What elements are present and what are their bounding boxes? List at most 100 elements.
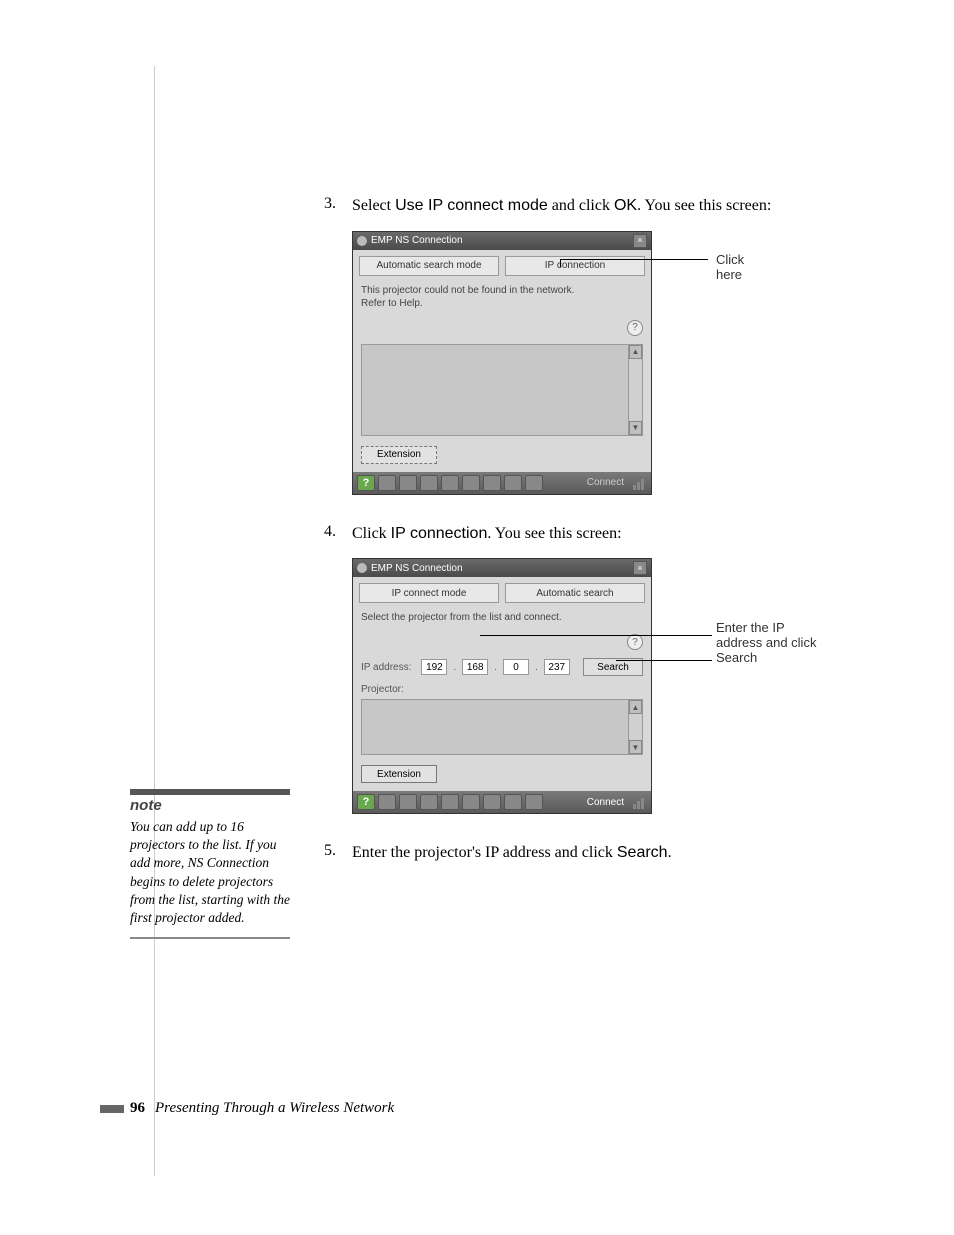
- t: . You see this screen:: [637, 197, 771, 214]
- toolbar-icon[interactable]: [378, 794, 396, 810]
- scroll-up-icon[interactable]: ▲: [629, 700, 642, 714]
- toolbar-icon[interactable]: [441, 794, 459, 810]
- ip-connection-label: IP connection: [391, 525, 488, 542]
- titlebar: EMP NS Connection ×: [353, 232, 651, 250]
- toolbar-icon[interactable]: [399, 794, 417, 810]
- extension-button[interactable]: Extension: [361, 446, 437, 464]
- toolbar-icon[interactable]: [483, 794, 501, 810]
- tab-ip-connect-mode[interactable]: IP connect mode: [359, 583, 499, 603]
- toolbar-icon[interactable]: [378, 475, 396, 491]
- bottom-toolbar: ? Connect: [353, 791, 651, 813]
- note-rule-bottom: [130, 937, 290, 939]
- page-footer: 96 Presenting Through a Wireless Network: [100, 1100, 860, 1117]
- dot: .: [494, 662, 497, 673]
- ip-address-label: IP address:: [361, 662, 411, 673]
- app-icon: [357, 563, 367, 573]
- projector-label: Projector:: [361, 684, 643, 695]
- t: and click: [548, 197, 614, 214]
- dot: .: [535, 662, 538, 673]
- scroll-up-icon[interactable]: ▲: [629, 345, 642, 359]
- toolbar-help-icon[interactable]: ?: [357, 794, 375, 810]
- projector-listbox[interactable]: ▲ ▼: [361, 699, 643, 755]
- toolbar-icon[interactable]: [525, 794, 543, 810]
- ip-octet-4[interactable]: 237: [544, 659, 570, 675]
- callout-line: [616, 660, 712, 661]
- scrollbar[interactable]: ▲ ▼: [628, 700, 642, 754]
- toolbar-icon[interactable]: [462, 475, 480, 491]
- connect-label: Connect: [587, 797, 630, 808]
- help-icon[interactable]: ?: [627, 320, 643, 336]
- signal-icon: [633, 795, 647, 809]
- window-title: EMP NS Connection: [371, 235, 463, 246]
- screenshot-1-wrap: EMP NS Connection × Automatic search mod…: [352, 231, 864, 495]
- scrollbar[interactable]: ▲ ▼: [628, 345, 642, 435]
- callout-text: Click here: [716, 252, 744, 282]
- toolbar-pause-icon[interactable]: [420, 794, 438, 810]
- step-text: Select Use IP connect mode and click OK.…: [352, 195, 864, 217]
- close-icon[interactable]: ×: [633, 234, 647, 248]
- footer-bar-icon: [100, 1105, 124, 1113]
- callout-line: [560, 259, 708, 260]
- ip-octet-3[interactable]: 0: [503, 659, 529, 675]
- connect-label: Connect: [587, 477, 630, 488]
- toolbar-icon[interactable]: [483, 475, 501, 491]
- callout-text: Search: [716, 650, 836, 665]
- note-sidebar: note You can add up to 16 projectors to …: [130, 789, 290, 939]
- info-line-1: This projector could not be found in the…: [361, 284, 643, 297]
- t: Select: [352, 197, 395, 214]
- chapter-title: Presenting Through a Wireless Network: [155, 1100, 394, 1117]
- step-3: 3. Select Use IP connect mode and click …: [324, 195, 864, 217]
- t: . You see this screen:: [487, 525, 621, 542]
- extension-button[interactable]: Extension: [361, 765, 437, 783]
- vertical-rule: [154, 66, 155, 1176]
- step-text: Enter the projector's IP address and cli…: [352, 842, 864, 864]
- scroll-down-icon[interactable]: ▼: [629, 421, 642, 435]
- note-body: You can add up to 16 projectors to the l…: [130, 818, 290, 927]
- scroll-track[interactable]: [629, 359, 642, 421]
- empns-window-2: EMP NS Connection × IP connect mode Auto…: [352, 558, 652, 814]
- help-row: ?: [361, 320, 643, 336]
- tab-automatic-search[interactable]: Automatic search mode: [359, 256, 499, 276]
- dot: .: [453, 662, 456, 673]
- info-line-2: Refer to Help.: [361, 297, 643, 310]
- toolbar-pause-icon[interactable]: [420, 475, 438, 491]
- close-icon[interactable]: ×: [633, 561, 647, 575]
- ip-octet-1[interactable]: 192: [421, 659, 447, 675]
- scroll-down-icon[interactable]: ▼: [629, 740, 642, 754]
- ip-octet-2[interactable]: 168: [462, 659, 488, 675]
- callout-line: [480, 635, 712, 636]
- step-4: 4. Click IP connection. You see this scr…: [324, 523, 864, 545]
- screenshot-2-wrap: EMP NS Connection × IP connect mode Auto…: [352, 558, 864, 814]
- select-text: Select the projector from the list and c…: [361, 611, 643, 624]
- toolbar-icon[interactable]: [462, 794, 480, 810]
- scroll-track[interactable]: [629, 714, 642, 740]
- window-title: EMP NS Connection: [371, 563, 463, 574]
- help-icon[interactable]: ?: [627, 634, 643, 650]
- tabs: Automatic search mode IP connection: [353, 250, 651, 276]
- step-number: 4.: [324, 523, 352, 545]
- toolbar-icon[interactable]: [504, 475, 522, 491]
- help-row: ?: [361, 634, 643, 650]
- toolbar-help-icon[interactable]: ?: [357, 475, 375, 491]
- toolbar-icon[interactable]: [441, 475, 459, 491]
- toolbar-icon[interactable]: [399, 475, 417, 491]
- t: Click: [352, 525, 391, 542]
- note-rule-top: [130, 789, 290, 795]
- callout-text-block: Enter the IP address and click Search: [716, 620, 836, 665]
- window-body: This projector could not be found in the…: [353, 276, 651, 472]
- toolbar-icon[interactable]: [525, 475, 543, 491]
- main-content: 3. Select Use IP connect mode and click …: [324, 195, 864, 878]
- page-number: 96: [130, 1100, 145, 1117]
- signal-icon: [633, 476, 647, 490]
- step-number: 3.: [324, 195, 352, 217]
- ip-address-row: IP address: 192 . 168 . 0 . 237 Search: [361, 658, 643, 676]
- extension-row: Extension: [361, 765, 643, 783]
- titlebar: EMP NS Connection ×: [353, 559, 651, 577]
- callout-text: Enter the IP: [716, 620, 836, 635]
- projector-listbox[interactable]: ▲ ▼: [361, 344, 643, 436]
- toolbar-icon[interactable]: [504, 794, 522, 810]
- tab-automatic-search[interactable]: Automatic search: [505, 583, 645, 603]
- page: 3. Select Use IP connect mode and click …: [0, 0, 954, 1235]
- t: Enter the projector's IP address and cli…: [352, 844, 617, 861]
- empns-window-1: EMP NS Connection × Automatic search mod…: [352, 231, 652, 495]
